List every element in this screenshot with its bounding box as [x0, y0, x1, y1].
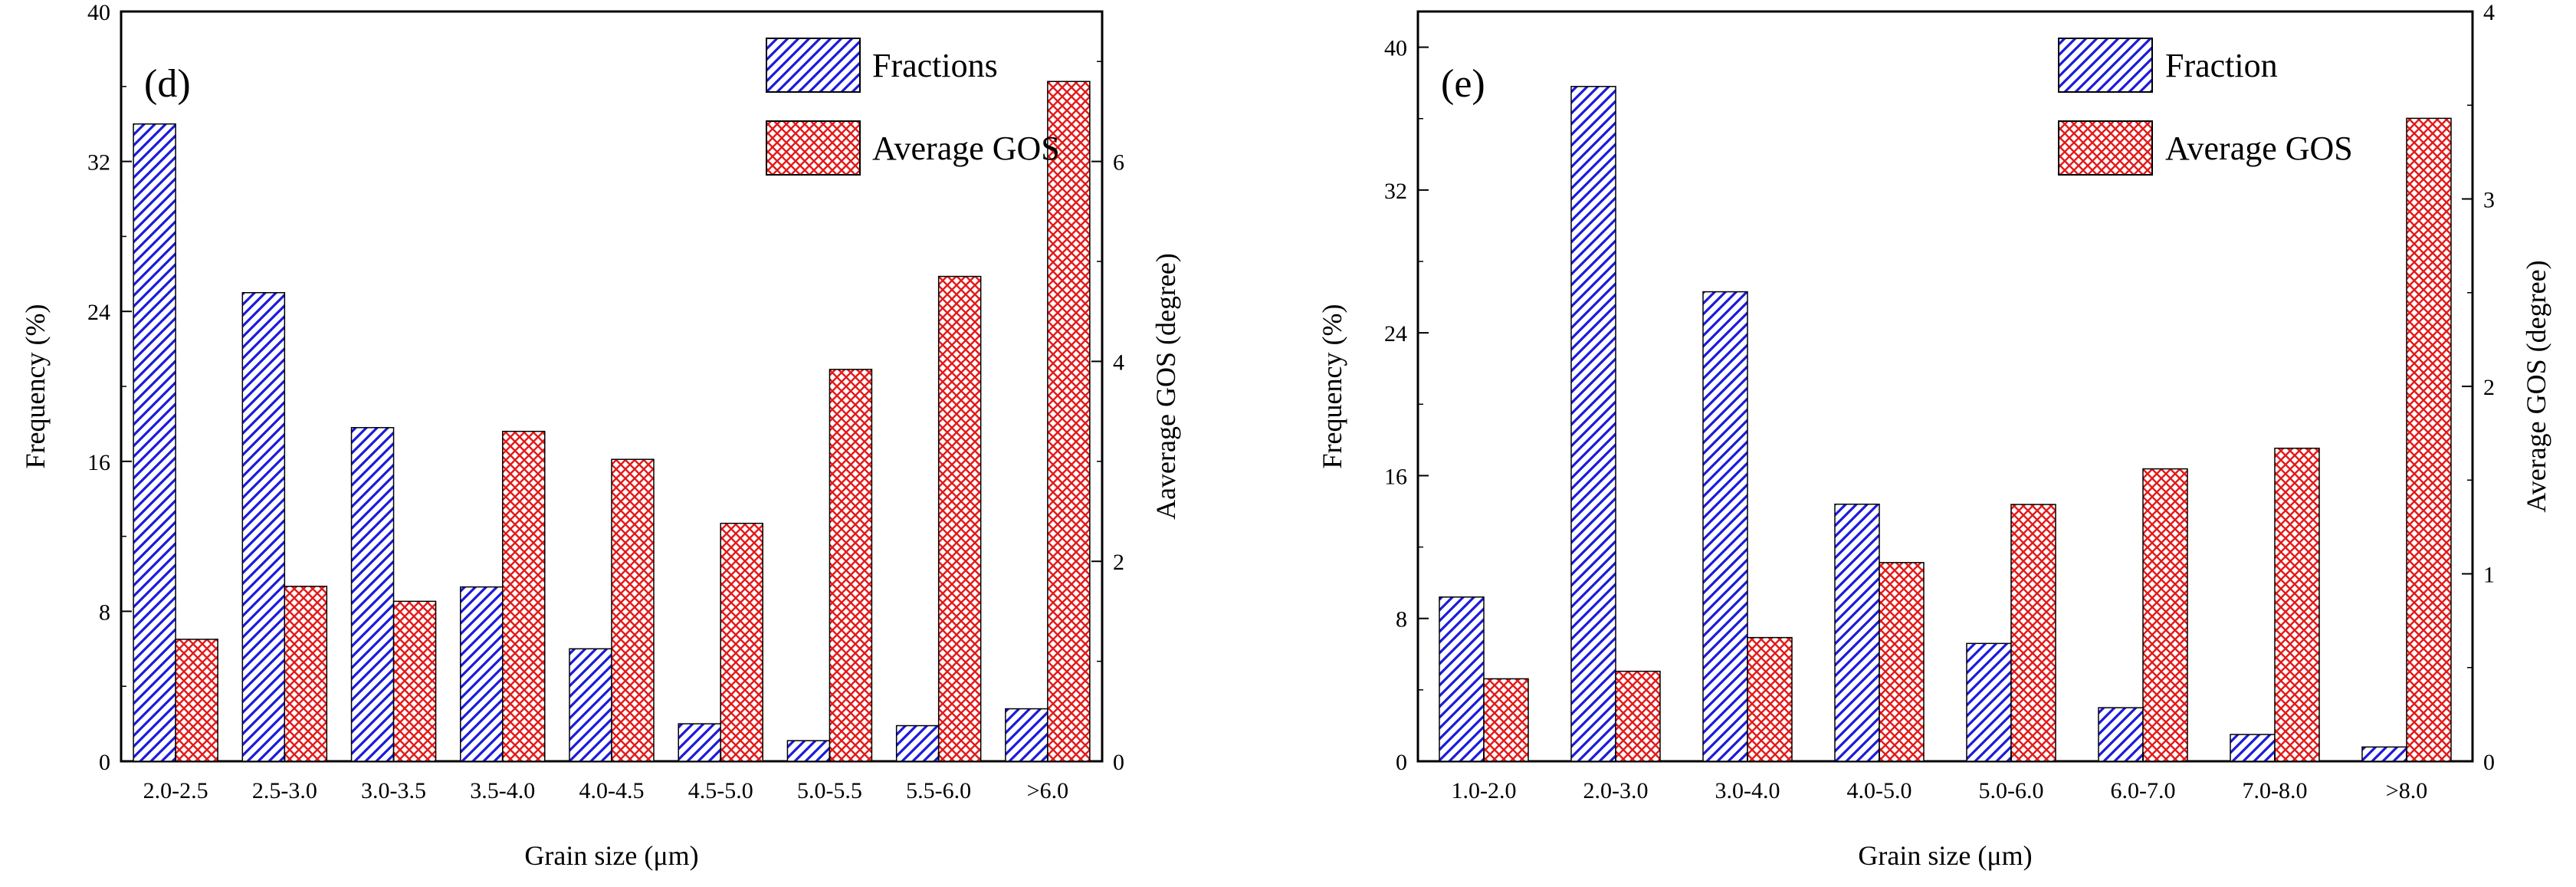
- fraction-bar-8: [1005, 708, 1048, 762]
- x-tick-label: 5.5-6.0: [906, 778, 971, 803]
- gos-bar-7: [2406, 117, 2452, 762]
- fraction-bar-2: [350, 427, 395, 762]
- gos-bar-6: [829, 369, 873, 762]
- fraction-bar-2: [1702, 291, 1748, 762]
- gos-bar-5: [720, 522, 763, 762]
- legend-label-1: Average GOS: [2165, 130, 2353, 167]
- y2-tick-label: 3: [2483, 188, 2495, 213]
- panel-label: (e): [1441, 62, 1485, 106]
- fraction-bar-1: [1570, 86, 1616, 762]
- y-tick-label: 8: [99, 600, 110, 625]
- x-tick-label: 5.0-5.5: [797, 778, 862, 803]
- legend-swatch-1: [766, 120, 861, 176]
- x-tick-label: >8.0: [2386, 778, 2427, 803]
- fraction-bar-0: [133, 123, 176, 762]
- x-tick-label: 3.0-4.0: [1715, 778, 1780, 803]
- gos-bar-6: [2274, 447, 2320, 762]
- chart-panel-e: 1.0-2.0 2.0-3.0 3.0-4.0 4.0-5.0 5.0-6.0 6.0-7…: [1317, 0, 2551, 871]
- y2-tick-label: 1: [2483, 563, 2495, 588]
- y-tick-label: 24: [1384, 321, 1407, 347]
- y-tick-label: 0: [99, 750, 110, 775]
- legend-swatch-1: [2058, 120, 2153, 176]
- gos-bar-4: [611, 458, 655, 762]
- fraction-bar-3: [1834, 503, 1880, 762]
- x-tick-label: >6.0: [1027, 778, 1068, 803]
- y-tick-label: 24: [87, 300, 110, 325]
- y-tick-label: 32: [87, 150, 110, 176]
- fraction-bar-1: [241, 292, 286, 762]
- gos-bar-4: [2010, 504, 2056, 762]
- gos-bar-5: [2142, 468, 2188, 762]
- y2-tick-label: 0: [1113, 750, 1124, 775]
- y2-tick-label: 2: [2483, 375, 2495, 400]
- gos-bar-2: [1747, 636, 1793, 762]
- fraction-bar-3: [460, 586, 504, 762]
- gos-bar-0: [175, 639, 218, 762]
- x-tick-label: 7.0-8.0: [2243, 778, 2308, 803]
- x-tick-label: 2.0-2.5: [143, 778, 208, 803]
- y2-tick-label: 4: [2483, 0, 2495, 25]
- x-tick-label: 2.0-3.0: [1583, 778, 1649, 803]
- fraction-bar-4: [569, 648, 612, 762]
- x-tick-label: 5.0-6.0: [1979, 778, 2044, 803]
- x-tick-label: 1.0-2.0: [1452, 778, 1517, 803]
- fraction-bar-5: [2098, 707, 2144, 762]
- y-axis-title: Frequency (%): [1317, 304, 1347, 469]
- gos-bar-1: [284, 586, 328, 762]
- x-axis-title: Grain size (μm): [524, 840, 698, 871]
- y-tick-label: 32: [1384, 179, 1407, 204]
- gos-bar-8: [1047, 80, 1091, 762]
- y2-axis-title: Aaverage GOS (degree): [1150, 253, 1181, 520]
- legend-swatch-0: [2058, 38, 2153, 93]
- legend-label-1: Average GOS: [872, 130, 1060, 167]
- gos-bar-3: [1879, 562, 1925, 762]
- fraction-bar-7: [895, 724, 940, 762]
- y-axis-title: Frequency (%): [20, 304, 51, 469]
- y-tick-label: 40: [87, 0, 110, 25]
- y2-axis-title: Average GOS (degree): [2521, 260, 2551, 512]
- gos-bar-1: [1615, 670, 1661, 762]
- fraction-bar-7: [2361, 746, 2407, 762]
- y-tick-label: 16: [1384, 464, 1407, 489]
- legend-swatch-0: [766, 38, 861, 93]
- y-tick-label: 8: [1396, 607, 1407, 632]
- y-tick-label: 0: [1396, 750, 1407, 775]
- x-tick-label: 6.0-7.0: [2111, 778, 2176, 803]
- gos-bar-3: [502, 430, 546, 762]
- x-tick-label: 4.5-5.0: [688, 778, 753, 803]
- chart-panel-d: 2.0-2.5 2.5-3.0 3.0-3.5 3.5-4.0 4.0-4.5 4.5-5…: [20, 0, 1181, 871]
- fraction-bar-0: [1439, 596, 1485, 762]
- gos-bar-2: [392, 600, 437, 762]
- y2-tick-label: 0: [2483, 750, 2495, 775]
- y2-tick-label: 2: [1113, 550, 1124, 575]
- x-tick-label: 4.0-4.5: [579, 778, 645, 803]
- y2-tick-label: 4: [1113, 350, 1124, 375]
- x-tick-label: 2.5-3.0: [252, 778, 317, 803]
- gos-bar-0: [1483, 678, 1529, 762]
- x-axis-title: Grain size (μm): [1858, 840, 2032, 871]
- y-tick-label: 16: [87, 450, 110, 475]
- gos-bar-7: [937, 275, 982, 762]
- fraction-bar-6: [2230, 734, 2276, 762]
- x-tick-label: 4.0-5.0: [1847, 778, 1912, 803]
- x-tick-label: 3.0-3.5: [361, 778, 426, 803]
- y2-tick-label: 6: [1113, 150, 1124, 176]
- legend-label-0: Fractions: [872, 47, 998, 84]
- fraction-bar-5: [678, 723, 721, 762]
- y-tick-label: 40: [1384, 36, 1407, 61]
- x-tick-label: 3.5-4.0: [470, 778, 535, 803]
- fraction-bar-4: [1966, 642, 2012, 762]
- fraction-bar-6: [786, 740, 831, 762]
- panel-label: (d): [144, 62, 191, 106]
- legend-label-0: Fraction: [2165, 47, 2278, 84]
